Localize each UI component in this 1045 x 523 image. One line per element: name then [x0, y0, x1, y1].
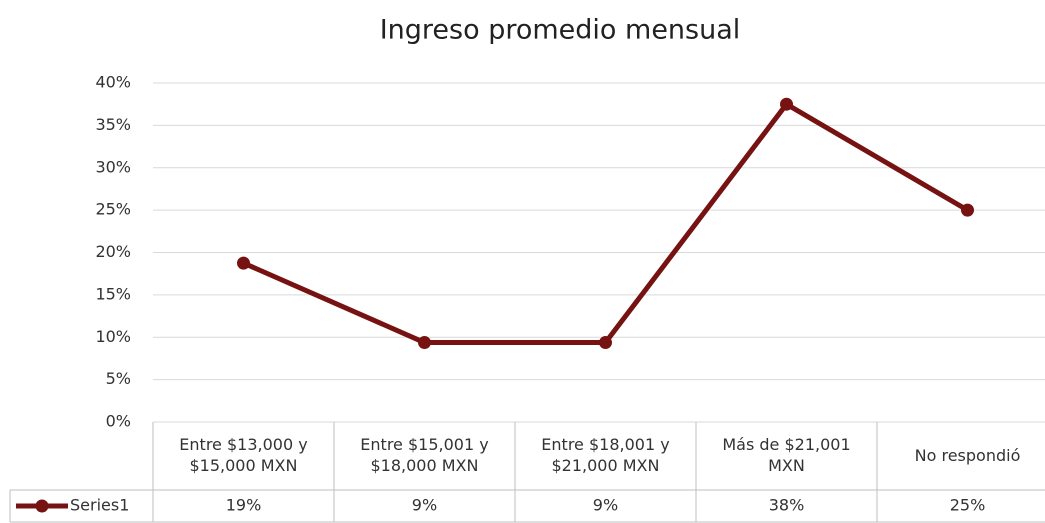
y-tick-label: 0% [106, 412, 131, 431]
x-tick-label: No respondió [914, 445, 1021, 465]
y-tick-label: 35% [95, 115, 131, 134]
data-table-value: 9% [593, 496, 618, 515]
data-point [961, 203, 974, 217]
y-tick-label: 40% [95, 73, 131, 92]
data-point [780, 97, 793, 111]
x-tick-label-box: Entre $13,000 y $15,000 MXN [179, 435, 308, 475]
x-tick-label: Entre $13,000 y $15,000 MXN [179, 435, 308, 475]
y-tick-label: 20% [95, 242, 131, 261]
x-tick-label-box: Entre $15,001 y $18,000 MXN [360, 435, 489, 475]
y-tick-label: 10% [95, 327, 131, 346]
data-table-value: 25% [950, 496, 986, 515]
x-tick-label-box: Más de $21,001 MXN [722, 435, 851, 475]
legend-label: Series1 [70, 496, 129, 515]
data-point [599, 336, 612, 350]
y-tick-label: 30% [95, 157, 131, 176]
data-point [418, 336, 431, 350]
legend-marker [35, 499, 49, 513]
series-line [242, 101, 969, 346]
chart-title: Ingreso promedio mensual [380, 15, 741, 46]
x-tick-label: Entre $18,001 y $21,000 MXN [541, 435, 670, 475]
x-tick-label-box: Entre $18,001 y $21,000 MXN [541, 435, 670, 475]
x-tick-label-box: No respondió [914, 445, 1021, 465]
x-tick-label: Más de $21,001 MXN [722, 435, 851, 475]
y-tick-label: 15% [95, 284, 131, 303]
x-tick-label: Entre $15,001 y $18,000 MXN [360, 435, 489, 475]
data-point [237, 256, 250, 270]
y-tick-label: 25% [95, 200, 131, 219]
data-table-value: 19% [226, 496, 262, 515]
data-table-value: 38% [769, 496, 805, 515]
data-table-value: 9% [412, 496, 437, 515]
y-tick-label: 5% [106, 369, 131, 388]
